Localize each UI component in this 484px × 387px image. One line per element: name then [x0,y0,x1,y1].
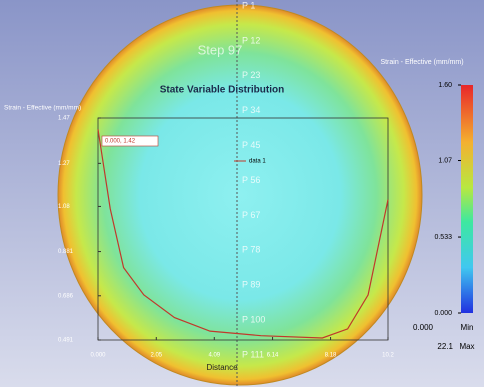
x-tick-label: 10.2 [382,353,394,359]
max-label: Max [459,342,474,351]
min-label: Min [461,323,474,332]
point-label: P 1 [242,0,255,10]
legend-entry: data 1 [249,159,266,165]
y-tick-label: 1.27 [58,161,70,167]
point-label: P 23 [242,70,260,80]
workpiece [58,5,422,385]
legend-tick-label: 1.07 [438,157,452,164]
y-tick-label: 0.491 [58,338,74,344]
point-label: P 89 [242,280,260,290]
min-value: 0.000 [413,323,434,332]
point-label: P 67 [242,210,260,220]
point-label: P 34 [242,105,260,115]
y-axis-label: Strain - Effective (mm/mm) [4,105,81,112]
y-tick-label: 0.881 [58,249,74,255]
point-label: P 56 [242,175,260,185]
point-label: P 100 [242,314,265,324]
x-tick-label: 8.18 [325,353,337,359]
max-value: 22.1 [437,342,453,351]
y-tick-label: 1.08 [58,204,70,210]
legend-tick-label: 1.60 [438,82,452,89]
y-tick-label: 1.47 [58,116,70,122]
point-label: P 45 [242,140,260,150]
point-label: P 111 [242,349,264,359]
y-tick-label: 0.686 [58,293,74,299]
x-tick-label: 2.05 [150,353,162,359]
point-label: P 12 [242,35,260,45]
step-label: Step 97 [198,42,243,57]
data-tip: 0.000, 1.42 [105,139,136,145]
screen: Step 97 Strain - Effective (mm/mm) 0.000… [0,0,484,387]
x-tick-label: 0.000 [90,353,106,359]
chart-title: State Variable Distribution [160,85,284,96]
x-tick-label: 4.09 [208,353,220,359]
point-label: P 78 [242,245,260,255]
x-axis-label: Distance [206,363,238,372]
legend-tick-label: 0.000 [434,310,452,317]
legend-tick-label: 0.533 [434,234,452,241]
color-bar [461,85,473,313]
x-tick-label: 6.14 [267,353,279,359]
legend-title: Strain - Effective (mm/mm) [380,59,463,66]
